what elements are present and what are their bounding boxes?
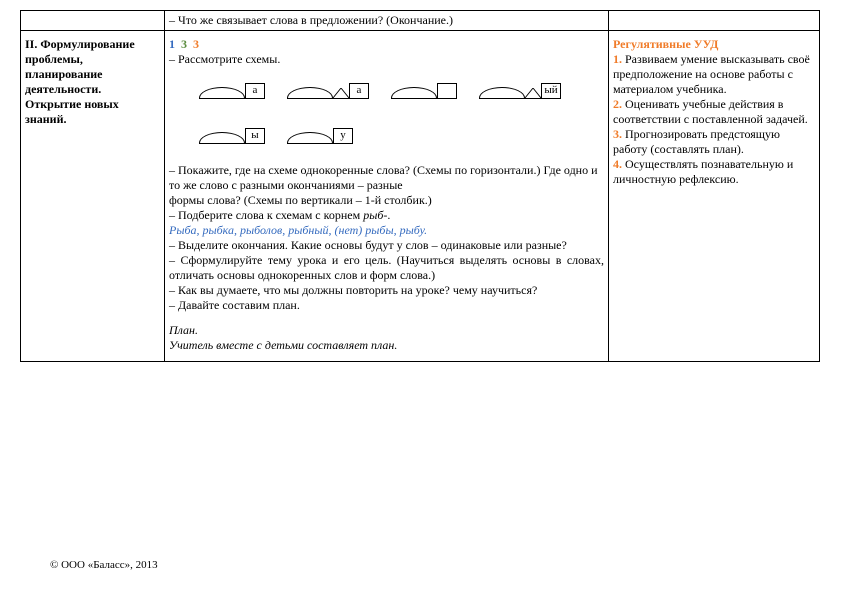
footer-copyright: © ООО «Баласс», 2013 <box>50 559 158 571</box>
uud-item: 3. Прогнозировать предстоящую работу (со… <box>613 127 815 157</box>
scheme-word <box>391 73 457 110</box>
ending-morph: у <box>333 118 353 155</box>
row-question: – Что же связывает слова в предложении? … <box>21 11 820 31</box>
scheme-word: а <box>287 73 369 110</box>
root-morph <box>199 87 245 110</box>
ending-morph: ый <box>541 73 561 110</box>
stage-heading: II. Формулирование проблемы, планировани… <box>25 37 135 126</box>
scheme-row-2: ыу <box>199 118 604 155</box>
icon-3b: 3 <box>193 37 199 51</box>
para-8: План. <box>169 323 604 338</box>
uud-item-text: Оценивать учебные действия в соответстви… <box>613 97 808 126</box>
uud-item-number: 2. <box>613 97 622 111</box>
uud-item-text: Осуществлять познавательную и личностную… <box>613 157 793 186</box>
para-2a: – Подберите слова к схемам с корнем <box>169 208 363 222</box>
icon-3a: 3 <box>181 37 187 51</box>
uud-item-number: 4. <box>613 157 622 171</box>
scheme-row-1: а а ый <box>199 73 604 110</box>
root-morph <box>287 132 333 155</box>
para-1a: – Покажите, где на схеме однокоренные сл… <box>169 163 598 192</box>
para-3: Рыба, рыбка, рыболов, рыбный, (нет) рыбы… <box>169 223 604 238</box>
uud-item: 2. Оценивать учебные действия в соответс… <box>613 97 815 127</box>
schemes: ааый ыу <box>199 73 604 155</box>
cell-empty-left <box>21 11 165 31</box>
scheme-word: ы <box>199 118 265 155</box>
uud-item: 4. Осуществлять познавательную и личност… <box>613 157 815 187</box>
para-7: – Давайте составим план. <box>169 298 604 313</box>
para-2-dot: . <box>387 208 390 222</box>
icon-numbers: 1 3 3 <box>169 37 604 52</box>
root-morph <box>479 87 525 110</box>
uud-item-number: 3. <box>613 127 622 141</box>
uud-list: 1. Развиваем умение высказывать своё пре… <box>613 52 815 187</box>
scheme-word: у <box>287 118 353 155</box>
para-1: – Покажите, где на схеме однокоренные сл… <box>169 163 604 193</box>
para-2: – Подберите слова к схемам с корнем рыб-… <box>169 208 604 223</box>
cell-uud: Регулятивные УУД 1. Развиваем умение выс… <box>609 31 820 362</box>
cell-body: 1 3 3 – Рассмотрите схемы. ааый ыу – Пок… <box>165 31 609 362</box>
uud-item-text: Прогнозировать предстоящую работу (соста… <box>613 127 780 156</box>
para-1b: формы слова? (Схемы по вертикали – 1-й с… <box>169 193 604 208</box>
uud-item: 1. Развиваем умение высказывать своё пре… <box>613 52 815 97</box>
ending-morph: а <box>245 73 265 110</box>
scheme-word: а <box>199 73 265 110</box>
para-4: – Выделите окончания. Какие основы будут… <box>169 238 604 253</box>
uud-title: Регулятивные УУД <box>613 37 815 52</box>
ending-morph: а <box>349 73 369 110</box>
para-9: Учитель вместе с детьми составляет план. <box>169 338 604 353</box>
scheme-word: ый <box>479 73 561 110</box>
page-content: – Что же связывает слова в предложении? … <box>20 10 820 362</box>
cell-empty-right <box>609 11 820 31</box>
suffix-morph <box>333 88 349 110</box>
root-morph <box>287 87 333 110</box>
root-morph <box>391 87 437 110</box>
para-6: – Как вы думаете, что мы должны повторит… <box>169 283 604 298</box>
uud-item-text: Развиваем умение высказывать своё предпо… <box>613 52 810 96</box>
suffix-morph <box>525 88 541 110</box>
para-2-root: рыб- <box>363 208 387 222</box>
root-morph <box>199 132 245 155</box>
row-main: II. Формулирование проблемы, планировани… <box>21 31 820 362</box>
uud-item-number: 1. <box>613 52 622 66</box>
cell-stage-heading: II. Формулирование проблемы, планировани… <box>21 31 165 362</box>
lesson-table: – Что же связывает слова в предложении? … <box>20 10 820 362</box>
icon-1: 1 <box>169 37 175 51</box>
para-5: – Сформулируйте тему урока и его цель. (… <box>169 253 604 283</box>
ending-morph <box>437 73 457 110</box>
question-text: – Что же связывает слова в предложении? … <box>169 13 453 27</box>
ending-morph: ы <box>245 118 265 155</box>
line-rassmotrite: – Рассмотрите схемы. <box>169 52 604 67</box>
cell-question: – Что же связывает слова в предложении? … <box>165 11 609 31</box>
